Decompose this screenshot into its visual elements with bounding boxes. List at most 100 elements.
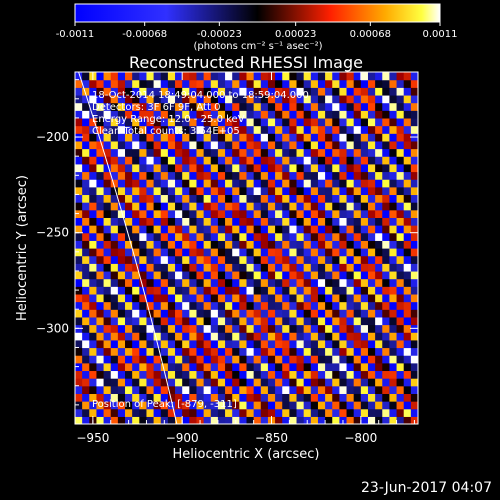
heatmap-cell [167,209,176,218]
heatmap-cell [317,186,326,196]
heatmap-cell [410,225,418,234]
heatmap-cell [232,301,240,310]
heatmap-cell [317,171,326,180]
heatmap-cell [203,125,212,134]
heatmap-cell [382,316,391,326]
heatmap-cell [103,125,112,134]
heatmap-cell [410,240,418,249]
heatmap-cell [389,255,398,264]
heatmap-cell [389,408,398,417]
heatmap-cell [160,125,169,134]
heatmap-cell [367,133,376,142]
heatmap-cell [325,125,333,134]
heatmap-cell [325,263,333,272]
heatmap-cell [132,179,140,188]
heatmap-cell [325,156,333,165]
heatmap-cell [339,72,348,81]
heatmap-cell [153,408,162,417]
heatmap-cell [296,309,305,318]
heatmap-cell [332,140,340,150]
heatmap-cell [403,117,412,127]
heatmap-cell [232,355,240,364]
heatmap-cell [332,347,340,356]
heatmap-cell [375,156,383,165]
heatmap-cell [375,94,383,104]
heatmap-cell [289,72,298,81]
heatmap-cell [203,79,212,88]
heatmap-cell [282,87,290,96]
heatmap-cell [125,110,133,119]
heatmap-cell [410,209,418,218]
heatmap-cell [267,140,276,150]
heatmap-cell [253,248,262,257]
heatmap-cell [225,270,233,280]
heatmap-cell [375,347,383,356]
heatmap-cell [396,263,405,272]
heatmap-cell [75,240,83,249]
heatmap-cell [310,347,319,356]
heatmap-cell [346,362,355,372]
heatmap-cell [139,293,148,303]
heatmap-cell [82,378,90,387]
heatmap-cell [325,332,333,341]
heatmap-cell [146,309,155,318]
heatmap-cell [260,125,269,134]
heatmap-cell [117,133,126,142]
heatmap-cell [296,347,305,356]
heatmap-cell [410,94,418,104]
heatmap-cell [396,225,405,234]
heatmap-cell [175,186,183,196]
heatmap-cell [267,355,276,364]
heatmap-cell [196,163,205,173]
heatmap-cell [296,209,305,218]
heatmap-cell [282,79,290,88]
heatmap-cell [160,324,169,333]
heatmap-cell [253,270,262,280]
heatmap-cell [353,87,362,96]
heatmap-cell [332,225,340,234]
heatmap-cell [110,278,119,287]
heatmap-cell [260,248,269,257]
heatmap-cell [189,217,198,226]
heatmap-cell [339,163,348,173]
heatmap-cell [210,72,219,81]
heatmap-cell [310,416,319,424]
heatmap-cell [196,202,205,211]
heatmap-cell [410,110,418,119]
heatmap-cell [189,240,198,249]
heatmap-cell [410,393,418,402]
heatmap-cell [160,133,169,142]
heatmap-cell [175,240,183,249]
heatmap-cell [167,255,176,264]
heatmap-cell [275,110,283,119]
heatmap-cell [203,293,212,303]
heatmap-cell [160,408,169,417]
heatmap-cell [146,370,155,379]
heatmap-cell [203,255,212,264]
heatmap-cell [182,286,190,295]
heatmap-cell [410,194,418,203]
heatmap-cell [346,225,355,234]
heatmap-cell [282,94,290,104]
heatmap-cell [117,339,126,349]
heatmap-cell [125,163,133,173]
heatmap-cell [167,217,176,226]
heatmap-cell [89,125,98,134]
heatmap-cell [289,232,298,241]
heatmap-cell [239,148,248,157]
heatmap-cell [275,179,283,188]
heatmap-cell [375,309,383,318]
heatmap-cell [103,87,112,96]
heatmap-cell [310,393,319,402]
heatmap-cell [375,324,383,333]
heatmap-cell [310,202,319,211]
heatmap-cell [332,270,340,280]
heatmap-cell [353,72,362,81]
heatmap-cell [296,133,305,142]
heatmap-cell [189,194,198,203]
heatmap-cell [303,293,312,303]
heatmap-cell [275,416,283,424]
heatmap-cell [389,156,398,165]
heatmap-cell [217,401,226,410]
heatmap-cell [353,133,362,142]
